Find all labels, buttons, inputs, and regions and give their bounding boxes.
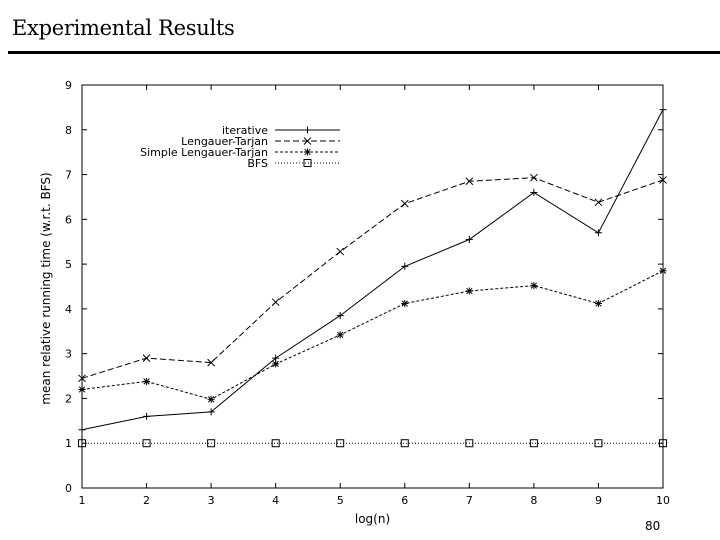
- legend-marker: [304, 148, 311, 156]
- y-tick-label: 1: [65, 437, 72, 450]
- data-point: [78, 426, 86, 434]
- data-point: [529, 439, 538, 448]
- legend-label: Lengauer-Tarjan: [181, 135, 268, 148]
- x-tick-label: 10: [656, 494, 670, 507]
- data-point: [465, 439, 474, 448]
- y-tick-label: 8: [65, 124, 72, 137]
- y-axis-label: mean relative running time (w.r.t. BFS): [39, 172, 53, 404]
- y-tick-label: 6: [65, 213, 72, 226]
- legend-marker: [303, 159, 312, 167]
- y-tick-label: 4: [65, 303, 72, 316]
- plot-frame: [81, 84, 664, 489]
- data-point: [336, 439, 345, 448]
- data-point: [530, 282, 538, 290]
- y-tick-label: 5: [65, 258, 72, 271]
- data-point: [465, 177, 474, 186]
- data-point: [659, 439, 667, 448]
- data-point: [594, 300, 602, 308]
- data-point: [336, 331, 344, 339]
- series-line-0: [81, 109, 664, 431]
- data-point: [207, 358, 215, 367]
- data-point: [465, 287, 473, 295]
- legend-label: iterative: [222, 124, 268, 137]
- data-point: [400, 439, 409, 448]
- series-line-1: [81, 177, 664, 379]
- data-point: [594, 439, 603, 448]
- legend-marker: [303, 137, 312, 145]
- axis-labels: log(n) mean relative running time (w.r.t.…: [39, 172, 390, 526]
- data-point: [465, 235, 473, 243]
- data-point: [207, 395, 215, 403]
- data-point: [659, 106, 667, 114]
- data-point: [143, 412, 151, 420]
- data-point: [272, 360, 280, 368]
- data-point: [271, 439, 280, 448]
- data-point: [401, 262, 409, 270]
- data-point: [336, 247, 345, 256]
- data-point: [142, 439, 151, 448]
- series-line-2: [81, 270, 664, 400]
- slide-number: 80: [645, 519, 661, 533]
- y-tick-label: 0: [65, 482, 72, 495]
- data-point: [400, 199, 409, 208]
- plot-border: [81, 84, 664, 489]
- data-point: [142, 354, 151, 362]
- legend-label: BFS: [247, 157, 268, 170]
- data-point: [271, 298, 280, 307]
- data-point: [78, 439, 86, 448]
- series-markers: [78, 106, 667, 448]
- legend-marker: [304, 126, 311, 134]
- x-tick-label: 4: [272, 494, 279, 507]
- x-tick-label: 6: [401, 494, 408, 507]
- series-lines: [81, 109, 664, 444]
- data-point: [594, 229, 602, 237]
- data-point: [78, 374, 86, 383]
- x-tick-label: 8: [530, 494, 537, 507]
- data-point: [207, 408, 215, 416]
- data-point: [594, 198, 603, 207]
- x-axis-label: log(n): [355, 512, 390, 526]
- x-tick-label: 2: [143, 494, 150, 507]
- y-tick-label: 9: [65, 79, 72, 92]
- data-point: [659, 267, 667, 275]
- data-point: [401, 300, 409, 308]
- title-rule: [8, 51, 720, 54]
- y-tick-label: 7: [65, 169, 72, 182]
- x-tick-label: 9: [595, 494, 602, 507]
- slide-title: Experimental Results: [12, 16, 235, 40]
- y-tick-label: 2: [65, 392, 72, 405]
- data-point: [336, 312, 344, 320]
- y-tick-label: 3: [65, 348, 72, 361]
- data-point: [207, 439, 216, 448]
- data-point: [659, 176, 667, 184]
- x-tick-label: 7: [466, 494, 473, 507]
- data-point: [530, 173, 538, 182]
- data-point: [143, 377, 151, 385]
- x-tick-label: 1: [79, 494, 86, 507]
- data-point: [530, 188, 538, 196]
- data-point: [78, 385, 86, 393]
- x-tick-label: 3: [208, 494, 215, 507]
- legend-label: Simple Lengauer-Tarjan: [140, 146, 268, 159]
- x-tick-label: 5: [337, 494, 344, 507]
